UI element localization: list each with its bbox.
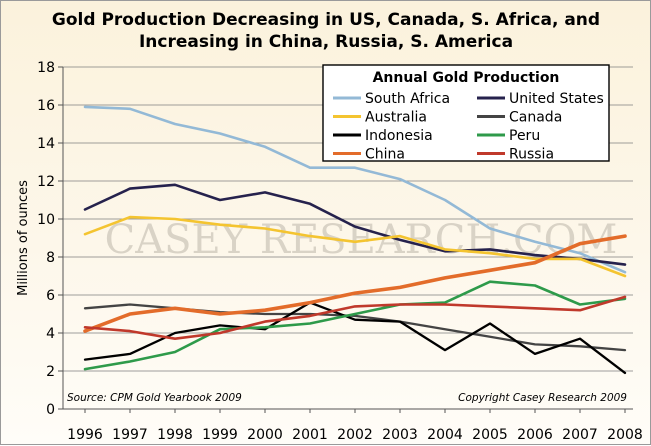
- y-tick-label: 2: [46, 364, 55, 380]
- y-tick-label: 0: [46, 402, 55, 418]
- x-tick-label: 2008: [607, 427, 643, 443]
- legend-entry: China: [365, 147, 405, 163]
- series-line-united-states: [83, 183, 627, 266]
- series-line-south-africa: [83, 105, 627, 274]
- legend-title: Annual Gold Production: [373, 70, 560, 86]
- y-tick-label: 4: [46, 326, 55, 342]
- legend-entry: Russia: [509, 147, 554, 163]
- legend-box: [322, 64, 610, 162]
- y-tick-label: 14: [37, 136, 55, 152]
- y-tick-label: 18: [37, 60, 55, 76]
- source-note: Source: CPM Gold Yearbook 2009: [67, 392, 242, 404]
- y-tick-label: 16: [37, 98, 55, 114]
- x-tick-label: 2003: [382, 427, 418, 443]
- series-line-china: [83, 234, 627, 333]
- x-tick-label: 1998: [157, 427, 193, 443]
- legend-entry: South Africa: [365, 91, 450, 107]
- y-tick-label: 10: [37, 212, 55, 228]
- y-tick-label: 6: [46, 288, 55, 304]
- series-line-indonesia: [83, 301, 627, 375]
- x-tick-label: 2000: [247, 427, 283, 443]
- x-tick-label: 2002: [337, 427, 373, 443]
- x-tick-label: 1999: [202, 427, 238, 443]
- series-line-russia: [83, 295, 627, 341]
- x-tick-label: 1996: [67, 427, 103, 443]
- legend-entry: Peru: [509, 128, 540, 144]
- chart-title-line-1: Gold Production Decreasing in US, Canada…: [52, 10, 600, 30]
- legend-entry: Canada: [509, 110, 562, 126]
- legend-entry: Australia: [365, 110, 427, 126]
- chart-title-line-2: Increasing in China, Russia, S. America: [139, 32, 513, 52]
- x-tick-label: 2005: [472, 427, 508, 443]
- y-axis-label: Millions of ounces: [16, 180, 31, 296]
- x-tick-label: 2004: [427, 427, 463, 443]
- series-line-australia: [83, 215, 627, 278]
- y-tick-label: 12: [37, 174, 55, 190]
- y-tick-label: 8: [46, 250, 55, 266]
- series-lines: [83, 105, 627, 375]
- x-tick-label: 2007: [562, 427, 598, 443]
- x-tick-label: 2001: [292, 427, 328, 443]
- legend-entry: United States: [509, 91, 604, 107]
- series-line-peru: [83, 280, 627, 371]
- legend: Annual Gold Production South Africa United…: [322, 64, 610, 163]
- x-tick-label: 2006: [517, 427, 553, 443]
- axes: 0 2 4 6 8 10 12 14 16 18 1996 1997 1998 1999 2000 2001 2…: [37, 60, 643, 443]
- copyright-note: Copyright Casey Research 2009: [458, 392, 627, 404]
- legend-entry: Indonesia: [365, 128, 433, 144]
- x-tick-label: 1997: [112, 427, 148, 443]
- series-line-canada: [83, 303, 627, 352]
